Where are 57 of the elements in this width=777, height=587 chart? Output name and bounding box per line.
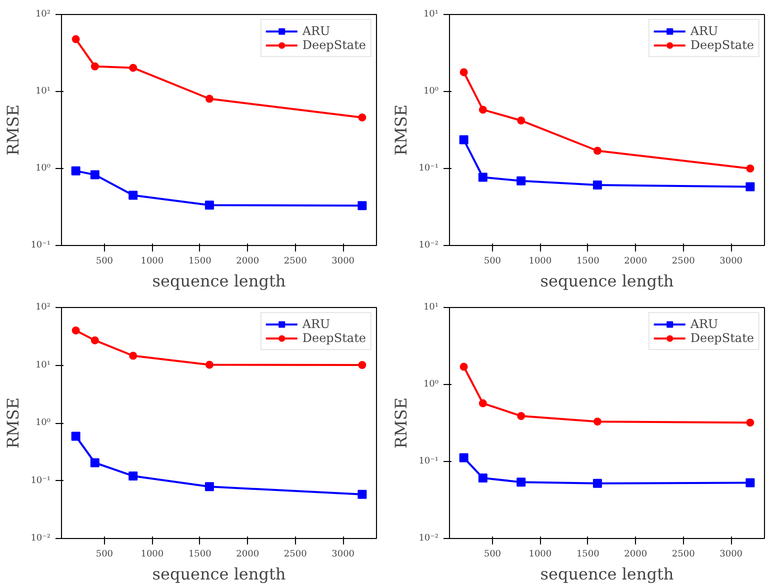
y-tick-label: 10⁰ — [423, 380, 439, 390]
y-axis-title: RMSE — [4, 397, 23, 449]
x-axis-title: sequence length — [540, 272, 674, 290]
y-tick-label: 10⁻² — [30, 534, 51, 544]
x-tick-label: 3000 — [332, 256, 355, 266]
legend-label: DeepState — [302, 331, 366, 345]
x-tick-label: 2000 — [236, 256, 260, 266]
y-tick-label: 10¹ — [423, 10, 438, 20]
legend-label: DeepState — [690, 38, 754, 52]
legend-label: DeepState — [690, 331, 754, 345]
y-tick-label: 10⁻¹ — [418, 164, 438, 174]
legend-label: DeepState — [302, 38, 366, 52]
x-tick-label: 1000 — [528, 550, 552, 560]
y-tick-label: 10⁻² — [418, 534, 439, 544]
x-axis-title: sequence length — [152, 564, 286, 584]
x-tick-label: 2000 — [624, 550, 648, 560]
y-tick-label: 10⁻¹ — [30, 240, 50, 250]
x-tick-label: 500 — [96, 256, 114, 266]
y-tick-label: 10¹ — [35, 360, 50, 370]
x-axis-title: sequence length — [540, 564, 674, 584]
x-tick-label: 1000 — [528, 256, 552, 266]
x-tick-label: 500 — [96, 550, 114, 560]
x-tick-label: 1000 — [140, 550, 164, 560]
x-tick-label: 2500 — [672, 256, 696, 266]
x-tick-label: 1500 — [188, 550, 212, 560]
x-tick-label: 2000 — [236, 550, 260, 560]
y-tick-label: 10⁻² — [418, 240, 439, 250]
y-tick-label: 10⁻¹ — [30, 476, 50, 486]
x-tick-label: 1500 — [576, 256, 600, 266]
legend-label: ARU — [302, 24, 330, 38]
y-tick-label: 10² — [35, 302, 51, 312]
legend-label: ARU — [302, 317, 330, 331]
x-tick-label: 1000 — [140, 256, 164, 266]
y-tick-label: 10⁻¹ — [418, 456, 438, 466]
x-tick-label: 2500 — [284, 256, 308, 266]
legend-label: ARU — [690, 317, 718, 331]
x-axis-title: sequence length — [152, 272, 286, 290]
y-axis-title: RMSE — [392, 104, 411, 156]
y-tick-label: 10⁰ — [35, 418, 51, 428]
y-tick-label: 10¹ — [423, 302, 438, 312]
y-tick-label: 10¹ — [35, 86, 50, 96]
x-tick-label: 2500 — [672, 550, 696, 560]
x-tick-label: 2500 — [284, 550, 308, 560]
x-tick-label: 500 — [484, 256, 502, 266]
x-tick-label: 3000 — [720, 550, 743, 560]
x-tick-label: 500 — [484, 550, 502, 560]
y-tick-label: 10⁰ — [423, 86, 439, 96]
x-tick-label: 2000 — [624, 256, 648, 266]
x-tick-label: 3000 — [332, 550, 355, 560]
x-tick-label: 1500 — [576, 550, 600, 560]
legend-label: ARU — [690, 24, 718, 38]
x-tick-label: 3000 — [720, 256, 743, 266]
y-axis-title: RMSE — [392, 397, 411, 449]
y-axis-title: RMSE — [4, 104, 23, 156]
x-tick-label: 1500 — [188, 256, 212, 266]
y-tick-label: 10² — [35, 10, 51, 20]
y-tick-label: 10⁰ — [35, 164, 51, 174]
